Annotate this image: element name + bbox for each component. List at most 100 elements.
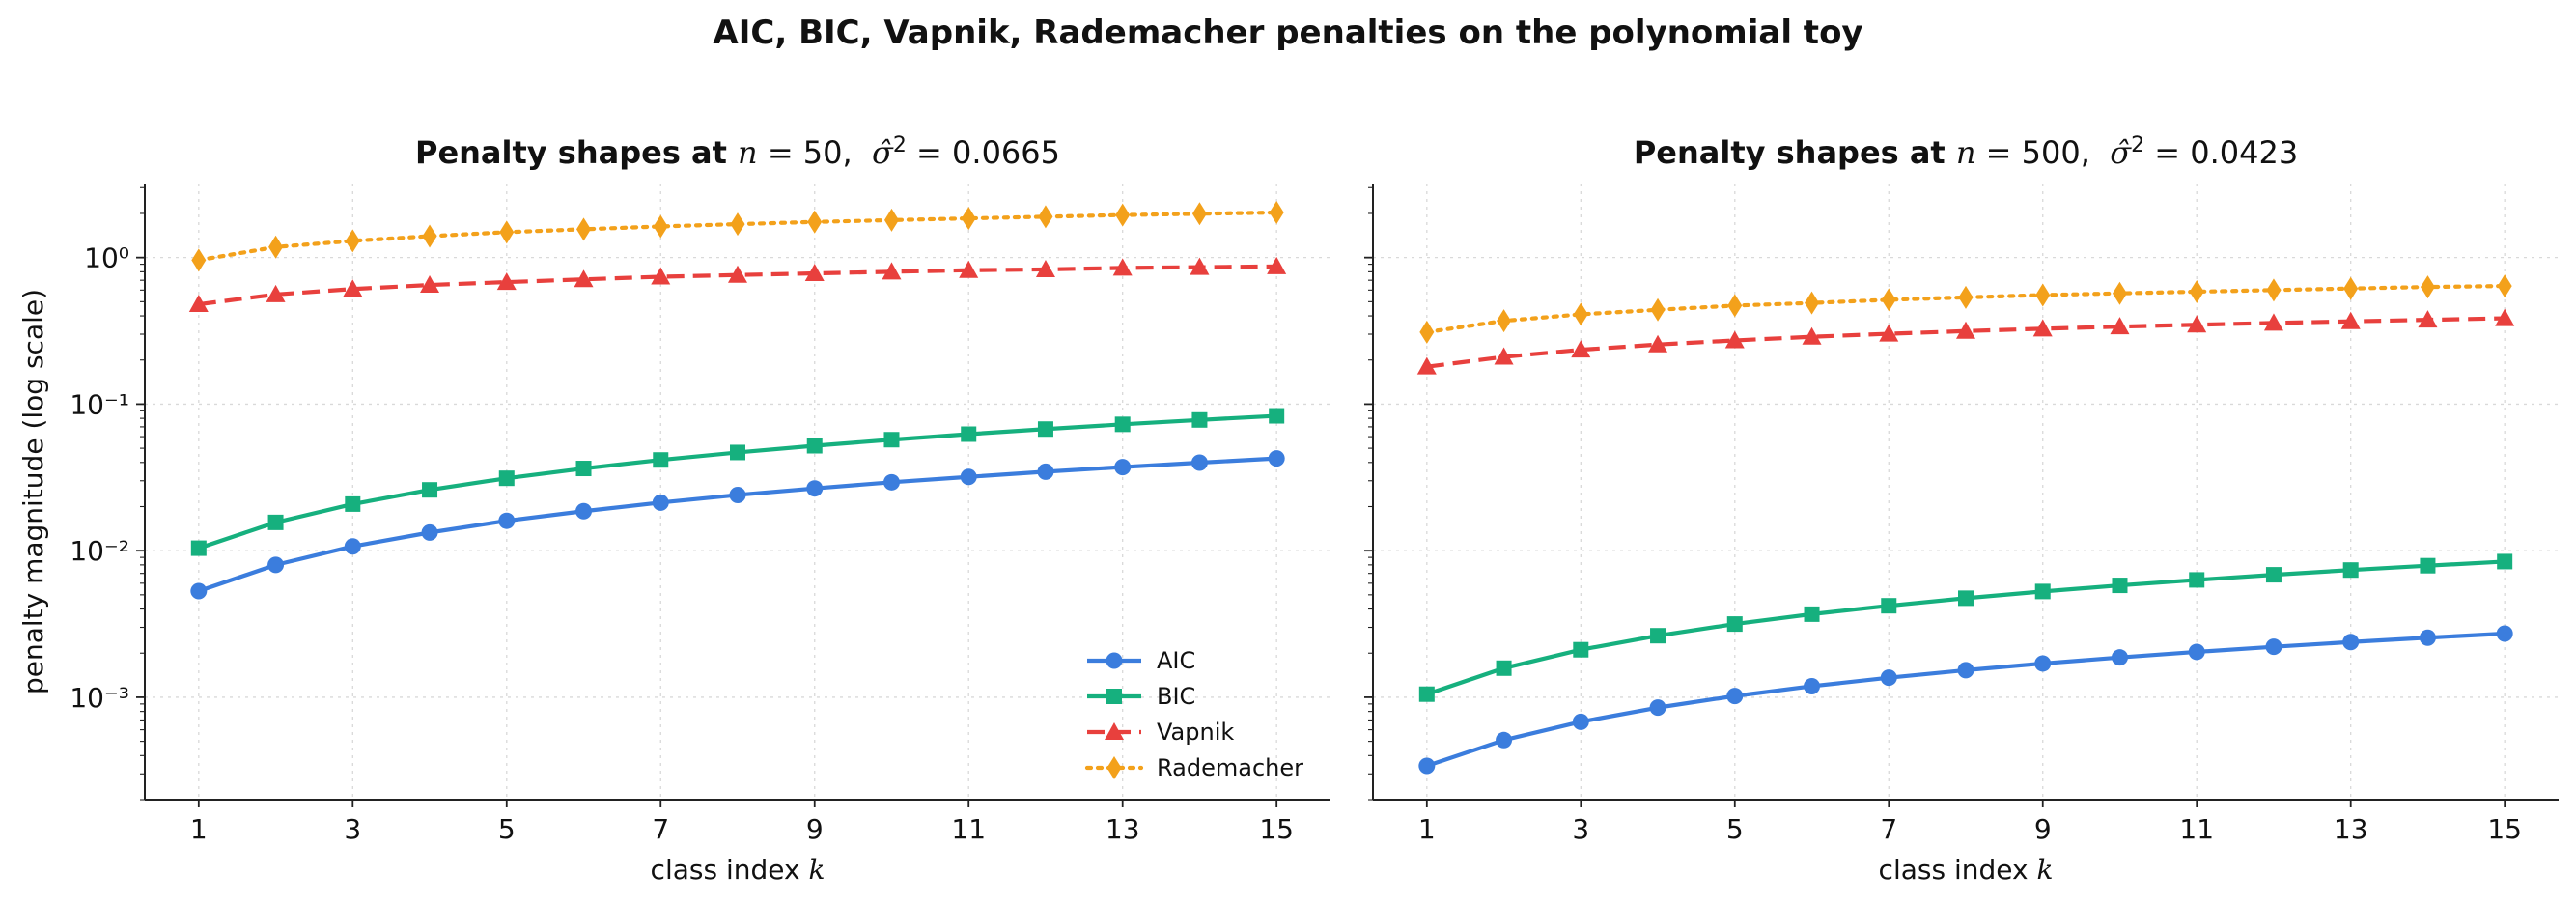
x-tick-label: 3 [1572,813,1589,845]
data-point-bic [1573,641,1589,658]
data-point-aic [960,468,977,486]
data-point-bic [498,470,515,487]
data-point-bic [653,452,669,468]
data-point-aic [575,502,593,520]
data-point-rademacher [807,210,823,234]
x-tick-label: 5 [1726,813,1744,845]
data-point-aic [1649,699,1666,717]
data-point-aic [652,494,669,511]
data-point-vapnik [1879,324,1899,342]
x-tick-label: 1 [1418,813,1436,845]
data-point-vapnik [2263,313,2283,331]
data-point-vapnik [343,279,363,297]
y-tick-label: 10⁻² [70,535,129,567]
data-point-rademacher [1958,285,1974,309]
data-point-bic [2189,572,2205,588]
panel-title-left-sigma: 0.0665 [952,134,1060,171]
data-point-vapnik [728,265,747,283]
data-point-vapnik [2418,310,2438,328]
data-point-vapnik [1416,356,1437,375]
data-point-rademacher [961,207,976,231]
legend-entry-bic: BIC [1087,683,1195,710]
data-point-bic [961,426,977,442]
data-point-aic [2111,649,2128,666]
data-point-vapnik [804,264,825,282]
data-point-bic [1958,590,1974,607]
panel-title-right-prefix: Penalty shapes at [1633,134,1956,171]
data-point-bic [1496,660,1512,676]
data-point-vapnik [2495,308,2515,326]
panel-title-left-n: 50 [802,134,843,171]
data-point-bic [422,482,438,498]
data-point-vapnik [2110,317,2130,335]
legend: AIC BIC Vapnik Rademacher [1084,647,1303,781]
y-tick-label: 10⁻³ [70,682,129,714]
series-line-bic [198,413,1277,551]
data-point-aic [2034,655,2052,672]
figure-title: AIC, BIC, Vapnik, Rademacher penalties o… [713,14,1863,52]
series-bic [1418,553,2513,702]
x-tick-label: 7 [1880,813,1897,845]
data-point-rademacher [730,212,745,237]
legend-label: Rademacher [1157,754,1303,781]
data-point-bic [1418,686,1435,702]
data-point-vapnik [1956,321,1975,339]
x-tick-label: 13 [1106,813,1140,845]
data-point-rademacher [2189,279,2204,303]
data-point-bic [2034,583,2051,600]
x-axis-label: class index k [1879,854,2054,886]
data-point-rademacher [1115,203,1131,227]
data-point-rademacher [1038,205,1053,229]
data-point-rademacher [883,208,899,232]
data-point-aic [2419,629,2436,646]
x-tick-label: 3 [344,813,361,845]
data-point-aic [1037,463,1054,480]
data-point-vapnik [574,269,594,288]
data-point-rademacher [1573,302,1588,326]
data-point-rademacher [1497,309,1512,333]
data-point-rademacher [1881,288,1896,312]
y-tick-label: 10⁻¹ [70,388,129,420]
data-point-vapnik [651,267,671,285]
data-point-rademacher [2112,281,2127,305]
data-point-vapnik [1648,334,1668,353]
data-point-rademacher [345,229,360,253]
legend-marker [1105,722,1124,740]
data-point-bic [806,438,823,454]
data-point-rademacher [2497,274,2512,298]
data-point-vapnik [2187,315,2207,333]
data-point-bic [2420,557,2436,574]
legend-label: AIC [1157,647,1195,674]
data-point-rademacher [1269,200,1284,224]
y-tick-label: 10⁰ [84,242,129,274]
data-point-vapnik [1190,257,1210,275]
data-point-rademacher [1650,297,1666,322]
x-tick-label: 13 [2334,813,2368,845]
data-point-aic [190,582,208,600]
panel-title-right: Penalty shapes at n = 500, σ̂2 = 0.0423 [1633,133,2299,171]
data-point-aic [1190,454,1208,471]
data-point-rademacher [576,217,592,241]
panel-title-right-n: 500 [2021,134,2081,171]
legend-label: BIC [1157,683,1195,710]
series-line-aic [198,456,1277,594]
data-point-aic [1957,662,1974,679]
data-point-bic [1191,411,1208,428]
data-point-bic [267,514,284,530]
data-point-rademacher [1727,294,1743,318]
series-rademacher [191,200,1284,272]
data-point-bic [1037,421,1053,438]
data-point-rademacher [499,220,515,244]
data-point-bic [345,495,361,512]
series-aic [1418,625,2513,775]
data-point-bic [1650,628,1666,644]
x-tick-label: 15 [2487,813,2522,845]
x-tick-label: 11 [2179,813,2214,845]
panel-title-right-sigma: 0.0423 [2190,134,2299,171]
data-point-bic [730,444,745,461]
legend-marker [1106,689,1122,704]
legend-marker [1106,652,1123,669]
